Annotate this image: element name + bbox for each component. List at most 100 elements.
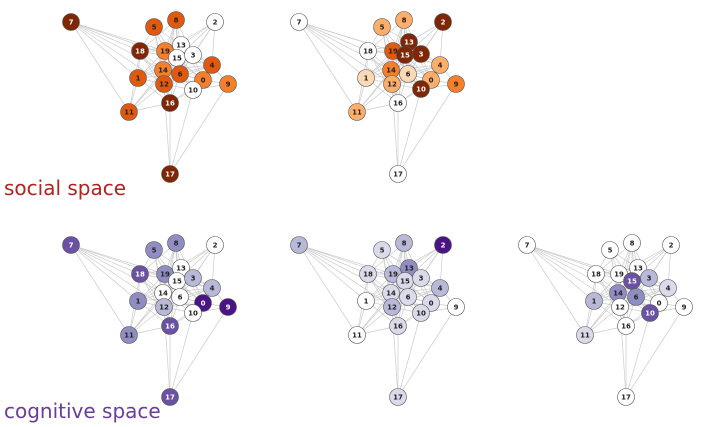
edge	[70, 244, 130, 336]
social-space-label: social space	[4, 176, 127, 200]
edge	[298, 244, 358, 336]
node-2: 2	[434, 236, 452, 254]
node-circle	[206, 236, 224, 254]
node-circle	[373, 18, 391, 36]
node-1: 1	[585, 292, 603, 310]
edge	[526, 244, 595, 302]
node-circle	[431, 279, 449, 297]
edge	[70, 21, 166, 52]
node-label: 9	[454, 81, 459, 89]
node-label: 15	[172, 278, 182, 286]
node-label: 5	[152, 247, 157, 255]
node-label: 8	[174, 240, 179, 248]
node-circle	[389, 317, 407, 335]
node-7: 7	[290, 236, 308, 254]
node-1: 1	[357, 69, 375, 87]
node-label: 15	[400, 278, 410, 286]
edge	[526, 244, 597, 275]
node-8: 8	[167, 234, 185, 252]
edge	[298, 244, 393, 308]
node-label: 7	[69, 19, 74, 27]
edge	[128, 292, 164, 336]
node-label: 3	[191, 52, 196, 60]
node-label: 0	[657, 300, 662, 308]
node-label: 0	[201, 300, 206, 308]
node-label: 11	[352, 109, 362, 117]
node-label: 13	[404, 265, 414, 273]
node-circle	[184, 304, 202, 322]
node-circle	[120, 326, 138, 344]
node-3: 3	[412, 45, 430, 63]
edge	[298, 244, 394, 275]
node-label: 12	[615, 304, 625, 312]
edge	[298, 21, 358, 113]
node-label: 2	[441, 242, 446, 250]
node-15: 15	[396, 272, 414, 290]
node-label: 4	[438, 62, 443, 70]
node-15: 15	[623, 272, 641, 290]
node-label: 7	[69, 242, 74, 250]
edge	[70, 244, 139, 302]
node-circle	[659, 279, 677, 297]
node-label: 14	[613, 290, 623, 298]
node-label: 18	[363, 271, 373, 279]
node-label: 8	[174, 17, 179, 25]
edge	[128, 69, 164, 113]
node-label: 7	[297, 19, 302, 27]
node-label: 7	[525, 242, 530, 250]
node-2: 2	[434, 13, 452, 31]
node-11: 11	[576, 326, 594, 344]
node-10: 10	[641, 304, 659, 322]
node-circle	[161, 165, 179, 183]
edges-cognitive-2	[298, 242, 457, 398]
node-11: 11	[348, 103, 366, 121]
node-3: 3	[412, 269, 430, 287]
node-9: 9	[675, 298, 693, 316]
node-17: 17	[389, 388, 407, 406]
edge	[70, 21, 130, 113]
node-8: 8	[395, 234, 413, 252]
node-14: 14	[382, 61, 400, 79]
node-circle	[623, 234, 641, 252]
network-panel-cognitive-3: 7 5 8 2 18 19 13 15 3 4 1 14 6 12 0 9 10 11 16 17	[518, 234, 693, 406]
node-label: 6	[406, 71, 411, 79]
node-label: 9	[682, 304, 687, 312]
node-circle	[585, 292, 603, 310]
node-7: 7	[62, 13, 80, 31]
node-circle	[431, 56, 449, 74]
node-6: 6	[627, 288, 645, 306]
node-11: 11	[120, 326, 138, 344]
node-label: 16	[621, 323, 631, 331]
node-label: 6	[406, 294, 411, 302]
node-8: 8	[167, 11, 185, 29]
node-16: 16	[161, 317, 179, 335]
node-4: 4	[203, 56, 221, 74]
node-label: 4	[666, 285, 671, 293]
node-circle	[348, 103, 366, 121]
node-circle	[290, 236, 308, 254]
node-label: 8	[630, 240, 635, 248]
edge	[298, 244, 367, 302]
node-label: 0	[429, 300, 434, 308]
node-11: 11	[120, 103, 138, 121]
node-label: 18	[135, 48, 145, 56]
node-label: 6	[178, 71, 183, 79]
node-14: 14	[609, 284, 627, 302]
node-10: 10	[412, 304, 430, 322]
node-16: 16	[617, 317, 635, 335]
node-7: 7	[62, 236, 80, 254]
node-label: 11	[124, 109, 134, 117]
node-label: 16	[165, 323, 175, 331]
node-circle	[161, 317, 179, 335]
node-7: 7	[290, 13, 308, 31]
node-label: 10	[416, 86, 426, 94]
node-circle	[290, 13, 308, 31]
node-circle	[587, 265, 605, 283]
node-label: 17	[621, 394, 631, 402]
node-circle	[611, 298, 629, 316]
node-circle	[131, 42, 149, 60]
node-2: 2	[206, 236, 224, 254]
edge	[356, 69, 392, 113]
node-circle	[641, 304, 659, 322]
node-circle	[357, 292, 375, 310]
